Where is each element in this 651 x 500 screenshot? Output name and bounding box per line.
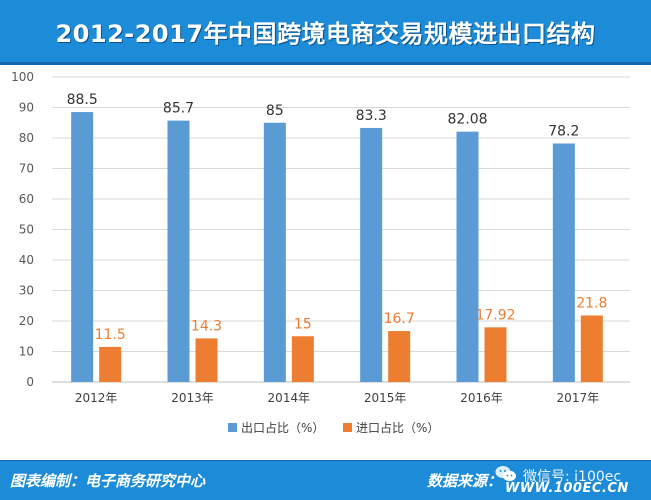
y-axis-ticks: 0 10 20 30 40 50 60 70 80 90 100 (11, 70, 34, 389)
credit-text: 图表编制：电子商务研究中心 (10, 472, 206, 490)
data-label-import-1: 14.3 (191, 318, 222, 334)
y-tick-label: 20 (19, 314, 34, 328)
source-label: 数据来源： (427, 472, 503, 490)
legend-label-import: 进口占比（%） (356, 420, 439, 435)
chart-title: 2012-2017年中国跨境电商交易规模进出口结构 (55, 19, 596, 48)
chart-area: 0 10 20 30 40 50 60 70 80 90 100 88.5 11.5 85.7 14.3 8… (0, 66, 651, 456)
data-label-import-4: 17.92 (475, 307, 515, 323)
data-label-export-5: 78.2 (548, 123, 579, 139)
title-bar: 2012-2017年中国跨境电商交易规模进出口结构 (0, 0, 651, 65)
wechat-icon (495, 466, 516, 482)
data-label-export-4: 82.08 (447, 112, 487, 128)
x-tick-label: 2012年 (75, 391, 118, 405)
bar-import-3 (388, 331, 411, 382)
footer-bar: 图表编制：电子商务研究中心 数据来源： 微信号: i100ec WWW.100E… (0, 460, 651, 500)
data-label-export-1: 85.7 (163, 101, 194, 117)
y-tick-label: 80 (19, 131, 34, 145)
x-axis-ticks: 2012年 2013年 2014年 2015年 2016年 2017年 (75, 391, 599, 405)
bar-import-1 (195, 338, 218, 382)
y-tick-label: 90 (19, 101, 34, 115)
grid-layer (52, 76, 630, 383)
bar-import-0 (99, 346, 122, 382)
y-tick-label: 100 (11, 70, 34, 84)
data-label-export-0: 88.5 (67, 92, 98, 108)
y-tick-label: 40 (19, 253, 34, 267)
legend-swatch-import (343, 423, 352, 432)
y-tick-label: 70 (19, 162, 34, 176)
data-label-import-2: 15 (294, 316, 312, 332)
y-tick-label: 30 (19, 284, 34, 298)
bar-export-0 (71, 112, 94, 382)
data-label-export-2: 85 (266, 103, 284, 119)
site-url: WWW.100EC.CN (505, 481, 629, 496)
wechat-id: 微信号: i100ec (523, 469, 622, 485)
legend-label-export: 出口占比（%） (241, 420, 324, 435)
bar-import-4 (484, 327, 507, 382)
x-tick-label: 2014年 (268, 391, 311, 405)
bar-export-2 (263, 122, 286, 382)
bars (71, 112, 603, 383)
bar-export-5 (552, 143, 575, 382)
x-tick-label: 2015年 (364, 391, 407, 405)
bar-export-1 (167, 120, 190, 383)
data-label-export-3: 83.3 (356, 108, 387, 124)
y-tick-label: 0 (26, 375, 34, 389)
y-tick-label: 10 (19, 345, 34, 359)
x-tick-label: 2016年 (460, 391, 503, 405)
bar-import-5 (580, 315, 603, 382)
data-label-import-5: 21.8 (576, 296, 607, 312)
y-tick-label: 50 (19, 223, 34, 237)
x-tick-label: 2013年 (171, 391, 214, 405)
y-tick-label: 60 (19, 192, 34, 206)
data-label-import-0: 11.5 (95, 327, 126, 343)
x-tick-label: 2017年 (557, 391, 600, 405)
bar-export-3 (360, 127, 383, 382)
bar-import-2 (291, 336, 314, 382)
data-label-import-3: 16.7 (384, 311, 415, 327)
wechat-block: 微信号: i100ec (495, 464, 621, 498)
legend: 出口占比（%） 进口占比（%） (228, 420, 439, 435)
data-labels: 88.5 11.5 85.7 14.3 85 15 83.3 16.7 82.08 17.92 78… (67, 92, 608, 343)
legend-swatch-export (228, 423, 237, 432)
bar-export-4 (456, 131, 479, 382)
